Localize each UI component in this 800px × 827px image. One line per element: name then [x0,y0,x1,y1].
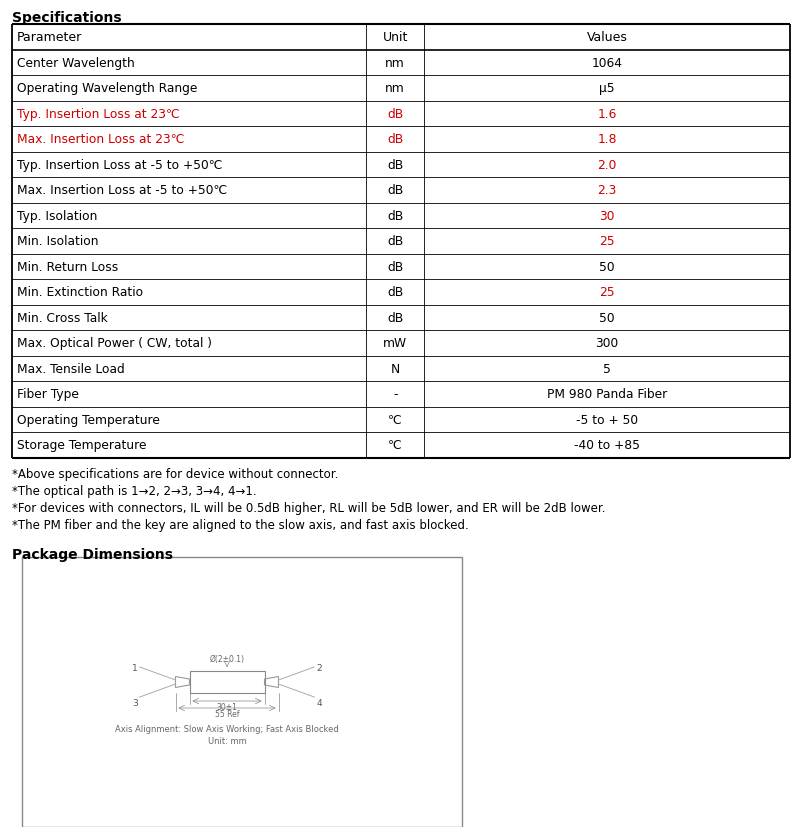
Text: dB: dB [387,261,403,274]
Text: -5 to + 50: -5 to + 50 [576,414,638,426]
Text: µ5: µ5 [599,82,615,95]
Text: 1.8: 1.8 [598,133,617,146]
Text: dB: dB [387,159,403,171]
Text: 5: 5 [603,362,611,375]
Text: -: - [393,388,398,401]
Text: 3: 3 [132,698,138,707]
Text: ℃: ℃ [388,438,402,452]
Text: Center Wavelength: Center Wavelength [17,57,134,69]
Text: Operating Wavelength Range: Operating Wavelength Range [17,82,198,95]
Text: Typ. Insertion Loss at 23℃: Typ. Insertion Loss at 23℃ [17,108,180,121]
Text: Typ. Insertion Loss at -5 to +50℃: Typ. Insertion Loss at -5 to +50℃ [17,159,222,171]
Text: 55 Ref: 55 Ref [214,709,239,718]
Text: 50: 50 [599,261,615,274]
Text: Specifications: Specifications [12,11,122,25]
Text: Max. Tensile Load: Max. Tensile Load [17,362,125,375]
Text: mW: mW [383,337,407,350]
Text: Parameter: Parameter [17,31,82,44]
Text: Min. Return Loss: Min. Return Loss [17,261,118,274]
Text: Ø(2±0.1): Ø(2±0.1) [210,654,245,663]
Text: -40 to +85: -40 to +85 [574,438,640,452]
Text: dB: dB [387,184,403,197]
Text: Max. Optical Power ( CW, total ): Max. Optical Power ( CW, total ) [17,337,212,350]
Text: Max. Insertion Loss at 23℃: Max. Insertion Loss at 23℃ [17,133,185,146]
Text: 30: 30 [599,209,615,222]
Text: Package Dimensions: Package Dimensions [12,547,173,562]
Text: dB: dB [387,108,403,121]
Text: 2.3: 2.3 [598,184,617,197]
Text: Min. Isolation: Min. Isolation [17,235,98,248]
Text: dB: dB [387,209,403,222]
Text: 30±1: 30±1 [217,702,238,711]
Text: Storage Temperature: Storage Temperature [17,438,146,452]
Text: 4: 4 [316,698,322,707]
Bar [22,557,462,827]
Text: 2: 2 [316,662,322,672]
Text: *The PM fiber and the key are aligned to the slow axis, and fast axis blocked.: *The PM fiber and the key are aligned to… [12,519,469,532]
Text: *The optical path is 1→2, 2→3, 3→4, 4→1.: *The optical path is 1→2, 2→3, 3→4, 4→1. [12,485,257,498]
Text: nm: nm [386,57,405,69]
Bar [190,672,265,693]
Text: Operating Temperature: Operating Temperature [17,414,160,426]
Text: nm: nm [386,82,405,95]
Text: Values: Values [586,31,628,44]
Text: *For devices with connectors, IL will be 0.5dB higher, RL will be 5dB lower, and: *For devices with connectors, IL will be… [12,502,606,515]
Text: 25: 25 [599,286,615,299]
Text: *Above specifications are for device without connector.: *Above specifications are for device wit… [12,468,338,481]
Text: Min. Extinction Ratio: Min. Extinction Ratio [17,286,143,299]
Text: Min. Cross Talk: Min. Cross Talk [17,312,108,324]
Text: 1.6: 1.6 [598,108,617,121]
Text: dB: dB [387,133,403,146]
Text: 1064: 1064 [592,57,622,69]
Text: 50: 50 [599,312,615,324]
Text: Fiber Type: Fiber Type [17,388,79,401]
Text: Typ. Isolation: Typ. Isolation [17,209,98,222]
Text: PM 980 Panda Fiber: PM 980 Panda Fiber [547,388,667,401]
Text: dB: dB [387,312,403,324]
Text: Axis Alignment: Slow Axis Working; Fast Axis Blocked: Axis Alignment: Slow Axis Working; Fast … [115,724,339,733]
Text: ℃: ℃ [388,414,402,426]
Text: Max. Insertion Loss at -5 to +50℃: Max. Insertion Loss at -5 to +50℃ [17,184,227,197]
Text: dB: dB [387,235,403,248]
Text: Unit: Unit [382,31,408,44]
Text: 2.0: 2.0 [598,159,617,171]
Text: 25: 25 [599,235,615,248]
Text: N: N [390,362,400,375]
Text: Unit: mm: Unit: mm [208,736,246,745]
Text: 1: 1 [132,662,138,672]
Text: 300: 300 [595,337,618,350]
Text: dB: dB [387,286,403,299]
